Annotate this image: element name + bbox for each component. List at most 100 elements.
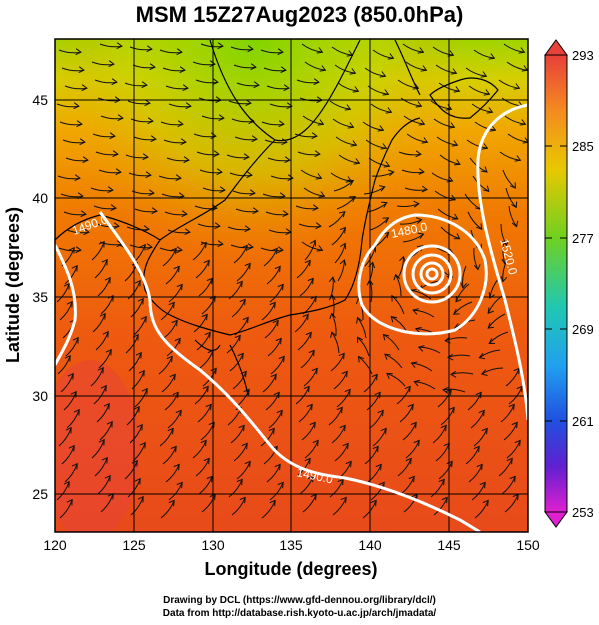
credit-drawing: Drawing by DCL (https://www.gfd-dennou.o… (163, 595, 436, 606)
streamline (265, 211, 288, 216)
streamline (95, 331, 109, 351)
streamline-arrowhead (72, 336, 79, 344)
streamline-arrowhead (393, 273, 401, 281)
streamline-arrowhead (278, 355, 285, 363)
streamline (386, 372, 406, 387)
streamline (160, 121, 183, 126)
streamline-arrowhead (236, 478, 243, 486)
streamline-arrowhead (418, 168, 425, 175)
streamline (301, 241, 323, 251)
streamline (62, 139, 85, 144)
streamline-arrowhead (284, 156, 291, 164)
streamline-arrowhead (278, 120, 285, 128)
streamline (405, 61, 427, 71)
streamline-arrowhead (176, 283, 183, 291)
streamline-arrowhead (307, 277, 314, 285)
streamline-arrowhead (169, 373, 176, 381)
streamline-arrowhead (412, 308, 419, 315)
streamline (236, 82, 259, 87)
streamline (304, 240, 316, 261)
streamline (447, 354, 471, 358)
streamline (227, 226, 250, 231)
streamline-arrowhead (487, 322, 494, 329)
streamline (431, 172, 453, 182)
streamline-arrowhead (103, 402, 110, 410)
streamline (65, 337, 79, 357)
streamline-arrowhead (237, 352, 244, 360)
streamline-arrowhead (383, 161, 391, 168)
streamline (433, 118, 455, 128)
streamline-arrowhead (508, 403, 515, 411)
streamline (64, 463, 78, 483)
streamline (260, 247, 283, 252)
streamline-arrowhead (216, 168, 223, 176)
streamline (167, 229, 190, 234)
streamline-arrowhead (421, 137, 429, 144)
streamline (411, 362, 433, 372)
streamline-arrowhead (509, 475, 516, 483)
streamline-arrowhead (135, 351, 142, 359)
streamline-arrowhead (73, 408, 80, 416)
streamline (58, 247, 81, 252)
streamline (453, 301, 473, 315)
streamline-arrowhead (115, 168, 122, 176)
streamline-arrowhead (315, 222, 322, 230)
streamline (166, 157, 189, 162)
streamline (161, 193, 184, 198)
streamline-arrowhead (184, 228, 191, 236)
streamline (56, 103, 79, 108)
streamline-arrowhead (488, 338, 496, 345)
y-axis: 25 30 35 40 45 Latitude (degrees) (3, 92, 48, 502)
streamline-arrowhead (241, 244, 248, 252)
streamline-arrowhead (201, 313, 208, 321)
contour-low-ring-2 (411, 253, 453, 295)
streamline-arrowhead (287, 174, 294, 182)
streamline-arrowhead (415, 101, 423, 108)
streamline-arrowhead (306, 403, 313, 411)
streamline-arrowhead (268, 427, 275, 435)
streamline (413, 309, 435, 318)
streamline-arrowhead (66, 498, 73, 506)
streamline-arrowhead (380, 143, 388, 150)
streamline-arrowhead (415, 217, 423, 224)
streamline (294, 133, 317, 138)
streamline-arrowhead (243, 153, 250, 161)
streamline (435, 64, 457, 74)
streamline (438, 461, 453, 480)
streamline-arrowhead (209, 295, 216, 303)
streamline (295, 205, 318, 210)
streamline (57, 175, 80, 180)
streamline-arrowhead (252, 207, 259, 215)
streamline-arrowhead (203, 259, 210, 267)
streamline (236, 263, 251, 282)
streamline (363, 374, 378, 393)
streamline (466, 139, 488, 149)
colorbar-tick-label: 269 (572, 322, 594, 337)
streamline (369, 410, 384, 429)
streamline-arrowhead (414, 326, 422, 334)
streamline-arrowhead (146, 243, 153, 251)
streamline-arrowhead (303, 385, 310, 393)
x-tick-label: 135 (279, 537, 303, 553)
streamline-arrowhead (144, 99, 151, 107)
streamline-arrowhead (203, 457, 210, 465)
streamline (127, 280, 141, 300)
streamline-arrowhead (447, 50, 455, 57)
streamline-arrowhead (75, 246, 82, 254)
streamline-arrowhead (453, 233, 461, 240)
streamline (97, 277, 111, 297)
streamline-arrowhead (174, 337, 181, 345)
streamline-arrowhead (106, 420, 113, 428)
streamline-arrowhead (238, 424, 245, 432)
streamline-arrowhead (478, 352, 486, 360)
streamline (64, 265, 78, 285)
streamline (434, 190, 456, 201)
streamline-arrowhead (349, 196, 357, 203)
streamline-arrowhead (102, 330, 109, 338)
streamline (383, 334, 400, 351)
streamline (433, 497, 448, 516)
streamline (159, 428, 174, 447)
streamline (197, 223, 220, 228)
streamline-arrowhead (447, 353, 454, 361)
streamline-arrowhead (218, 114, 225, 122)
